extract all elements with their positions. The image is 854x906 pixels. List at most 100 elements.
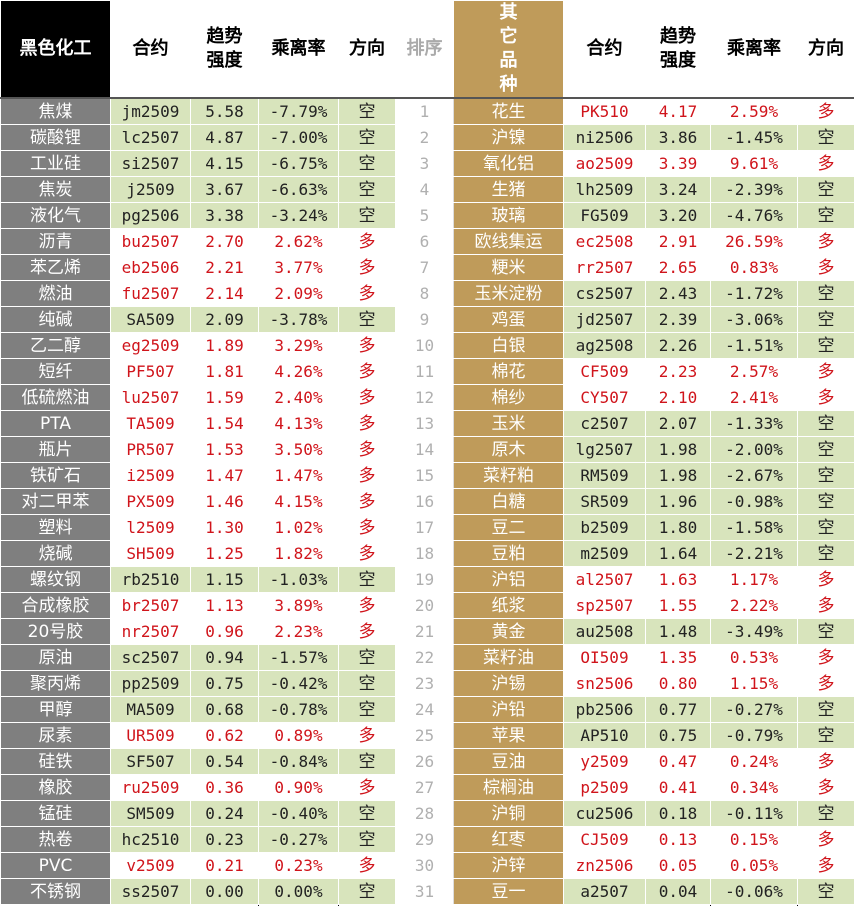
variety: 豆二 — [453, 514, 564, 541]
rank: 24 — [395, 696, 454, 723]
ratio: 26.59% — [710, 228, 798, 255]
direction: 多 — [338, 228, 396, 255]
variety: 沪铝 — [453, 566, 564, 593]
contract: hc2510 — [110, 826, 191, 853]
variety: 豆油 — [453, 748, 564, 775]
variety: 燃油 — [0, 280, 111, 307]
ratio: -1.45% — [710, 124, 798, 151]
direction: 空 — [797, 696, 854, 723]
rank: 29 — [395, 826, 454, 853]
contract: b2509 — [563, 514, 646, 541]
table-row: 工业硅 si2507 4.15 -6.75% 空 3 氧化铝 ao2509 3.39 9.61% 多 — [0, 150, 854, 177]
rank: 1 — [395, 97, 454, 125]
table-row: 螺纹钢 rb2510 1.15 -1.03% 空 19 沪铝 al2507 1.63 1.17% 多 — [0, 566, 854, 593]
table-row: PVC v2509 0.21 0.23% 多 30 沪锌 zn2506 0.05 0.05% 多 — [0, 852, 854, 879]
rank: 12 — [395, 384, 454, 411]
ratio: 1.02% — [258, 514, 339, 541]
contract: si2507 — [110, 150, 191, 177]
strength: 0.04 — [645, 878, 711, 905]
contract: cu2506 — [563, 800, 646, 827]
strength: 0.68 — [190, 696, 259, 723]
contract: pb2506 — [563, 696, 646, 723]
rank: 11 — [395, 358, 454, 385]
strength: 0.24 — [190, 800, 259, 827]
ratio: -0.98% — [710, 488, 798, 515]
rank: 26 — [395, 748, 454, 775]
contract: fu2507 — [110, 280, 191, 307]
direction: 空 — [338, 644, 396, 671]
rank: 25 — [395, 722, 454, 749]
variety: 红枣 — [453, 826, 564, 853]
strength: 0.96 — [190, 618, 259, 645]
strength: 4.87 — [190, 124, 259, 151]
direction: 多 — [797, 644, 854, 671]
category-header: 其它品种 — [453, 0, 564, 99]
contract: m2509 — [563, 540, 646, 567]
strength: 3.38 — [190, 202, 259, 229]
variety: 沪铅 — [453, 696, 564, 723]
rank: 13 — [395, 410, 454, 437]
strength: 0.75 — [190, 670, 259, 697]
direction: 多 — [338, 332, 396, 359]
contract: SH509 — [110, 540, 191, 567]
direction: 空 — [338, 696, 396, 723]
table-row: 沥青 bu2507 2.70 2.62% 多 6 欧线集运 ec2508 2.91 26.59% 多 — [0, 228, 854, 255]
contract: j2509 — [110, 176, 191, 203]
direction: 空 — [797, 722, 854, 749]
strength: 0.62 — [190, 722, 259, 749]
contract: br2507 — [110, 592, 191, 619]
contract: FG509 — [563, 202, 646, 229]
strength-header: 趋势强度 — [645, 0, 711, 99]
variety: 原木 — [453, 436, 564, 463]
ratio: -3.06% — [710, 306, 798, 333]
direction: 空 — [797, 800, 854, 827]
direction: 多 — [797, 774, 854, 801]
direction: 多 — [797, 97, 854, 125]
rank: 16 — [395, 488, 454, 515]
strength: 0.36 — [190, 774, 259, 801]
strength: 0.21 — [190, 852, 259, 879]
rank: 18 — [395, 540, 454, 567]
rank: 19 — [395, 566, 454, 593]
variety: PVC — [0, 852, 111, 879]
ratio: -3.24% — [258, 202, 339, 229]
variety: 焦炭 — [0, 176, 111, 203]
direction: 多 — [338, 540, 396, 567]
contract: al2507 — [563, 566, 646, 593]
contract: sp2507 — [563, 592, 646, 619]
strength: 0.05 — [645, 852, 711, 879]
direction: 空 — [797, 514, 854, 541]
strength: 0.94 — [190, 644, 259, 671]
table-row: 对二甲苯 PX509 1.46 4.15% 多 16 白糖 SR509 1.96 -0.98% 空 — [0, 488, 854, 515]
ratio: 0.24% — [710, 748, 798, 775]
ratio: -0.78% — [258, 696, 339, 723]
direction: 多 — [338, 592, 396, 619]
rank: 20 — [395, 592, 454, 619]
ratio: -1.58% — [710, 514, 798, 541]
direction: 空 — [338, 150, 396, 177]
table-row: 硅铁 SF507 0.54 -0.84% 空 26 豆油 y2509 0.47 0.24% 多 — [0, 748, 854, 775]
ratio: 1.82% — [258, 540, 339, 567]
direction: 空 — [797, 436, 854, 463]
direction: 多 — [338, 462, 396, 489]
strength: 0.80 — [645, 670, 711, 697]
direction: 空 — [338, 566, 396, 593]
direction: 空 — [338, 670, 396, 697]
variety: 纸浆 — [453, 592, 564, 619]
variety: 低硫燃油 — [0, 384, 111, 411]
ratio: -1.03% — [258, 566, 339, 593]
variety: 20号胶 — [0, 618, 111, 645]
strength: 1.63 — [645, 566, 711, 593]
strength: 3.20 — [645, 202, 711, 229]
direction: 空 — [338, 176, 396, 203]
ratio: 0.23% — [258, 852, 339, 879]
variety: 菜籽粕 — [453, 462, 564, 489]
contract: SA509 — [110, 306, 191, 333]
table-row: 塑料 l2509 1.30 1.02% 多 17 豆二 b2509 1.80 -1.58% 空 — [0, 514, 854, 541]
contract: CF509 — [563, 358, 646, 385]
ratio: 1.17% — [710, 566, 798, 593]
table-row: 烧碱 SH509 1.25 1.82% 多 18 豆粕 m2509 1.64 -2.21% 空 — [0, 540, 854, 567]
rank: 3 — [395, 150, 454, 177]
strength: 0.54 — [190, 748, 259, 775]
direction: 多 — [338, 514, 396, 541]
